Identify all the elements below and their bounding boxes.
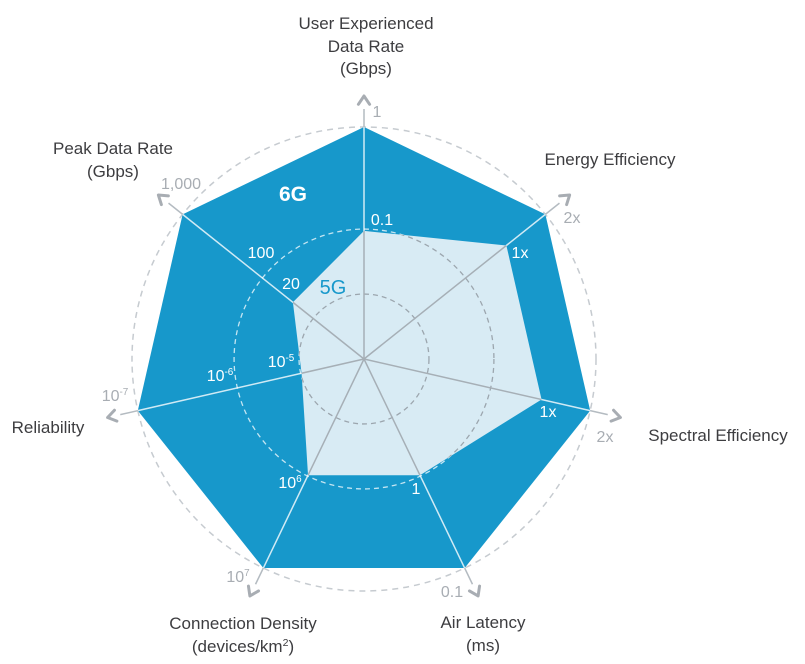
axis-title: Spectral Efficiency bbox=[648, 426, 788, 445]
axis-title: Peak Data Rate bbox=[53, 139, 173, 158]
5g-area bbox=[292, 230, 542, 476]
axis-arrow-icon bbox=[246, 584, 261, 598]
axis-arrow-icon bbox=[467, 584, 482, 598]
axis-arrow-icon bbox=[558, 193, 572, 207]
tick-label: 0.1 bbox=[441, 584, 463, 601]
axis-line-on-light bbox=[363, 358, 466, 476]
axis-title: (Gbps) bbox=[340, 59, 392, 78]
tick-label: 1x bbox=[540, 404, 557, 421]
tick-label: 106 bbox=[278, 474, 302, 492]
series-label-5g: 5G bbox=[320, 277, 347, 299]
axis-line-on-light bbox=[363, 358, 542, 412]
axis-title: Reliability bbox=[12, 418, 85, 437]
grid-ring bbox=[298, 293, 430, 425]
tick-label: 0.1 bbox=[371, 212, 393, 229]
axis-title: Connection Density bbox=[169, 614, 317, 633]
axis-arrow-icon bbox=[156, 193, 170, 207]
axis-arrow-icon bbox=[609, 408, 622, 423]
axis-title: Energy Efficiency bbox=[544, 150, 676, 169]
tick-label: 2x bbox=[564, 210, 581, 227]
axis-title: Data Rate bbox=[328, 37, 405, 56]
series-label-6g: 6G bbox=[279, 183, 307, 206]
axis-title: (ms) bbox=[466, 636, 500, 655]
tick-label: 10-6 bbox=[207, 367, 234, 385]
axis-titles: User Experienced Data Rate (Gbps) Energy Ef… bbox=[12, 14, 789, 656]
axis-title: Air Latency bbox=[440, 613, 526, 632]
tick-label: 100 bbox=[248, 245, 275, 262]
grid-ring bbox=[292, 230, 495, 476]
axis-line-on-light bbox=[292, 230, 365, 360]
tick-labels: 1 0.1 2x 1x 2x 1x 0.1 1 107 106 10-7 10-6 10-5 1,000 1… bbox=[102, 104, 614, 601]
tick-label: 20 bbox=[282, 276, 300, 293]
axis-arrow-icon bbox=[106, 408, 119, 423]
tick-label: 107 bbox=[226, 568, 250, 586]
axis-arrow-icon bbox=[356, 94, 372, 106]
axis-line-on-light bbox=[292, 358, 365, 412]
tick-label: 2x bbox=[597, 429, 614, 446]
tick-label: 1x bbox=[512, 245, 529, 262]
tick-label: 10-7 bbox=[102, 387, 129, 405]
axis-title: (Gbps) bbox=[87, 162, 139, 181]
axis-line-on-light bbox=[292, 358, 365, 476]
tick-label: 1,000 bbox=[161, 176, 201, 193]
tick-label: 1 bbox=[412, 481, 421, 498]
axis-title: (devices/km2) bbox=[192, 637, 294, 656]
series-labels: 6G 5G bbox=[279, 183, 346, 299]
axis-title: User Experienced bbox=[298, 14, 433, 33]
tick-label: 10-5 bbox=[268, 353, 295, 371]
tick-label: 1 bbox=[373, 104, 382, 121]
